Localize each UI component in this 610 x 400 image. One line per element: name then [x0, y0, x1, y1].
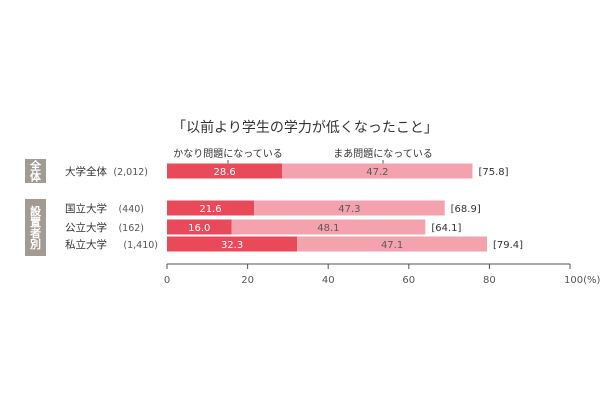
row-sample-size: (440)	[118, 204, 144, 215]
chart-title: 「以前より学生の学力が低くなったこと」	[172, 119, 438, 136]
bar-segment-2	[297, 236, 487, 252]
bar-segment-1	[167, 200, 255, 216]
row-sample-size: (1,410)	[123, 240, 158, 251]
bar-value-label: 47.1	[381, 240, 403, 251]
bar-total-label: [64.1]	[431, 223, 461, 234]
bar-total-label: [68.9]	[451, 204, 481, 215]
bar-value-label: 16.0	[188, 223, 210, 234]
x-tick-label: 40	[322, 275, 335, 286]
rows: 大学全体 (2,012) 国立大学 (440) 公立大学 (162) 私立大学 (1,410)	[65, 165, 158, 251]
bar-value-label: 48.1	[317, 223, 339, 234]
bar-total-label: [79.4]	[493, 240, 523, 251]
group-box-1	[25, 159, 46, 183]
group-label-char: 体	[30, 170, 42, 184]
bar-total-label: [75.8]	[478, 167, 508, 178]
row-sample-size: (2,012)	[113, 167, 148, 178]
bar-value-label: 28.6	[213, 167, 235, 178]
x-axis: 0 20 40 60 80 100(%)	[164, 263, 600, 286]
group-label-char: 別	[29, 237, 41, 251]
bar-segment-2	[282, 163, 473, 179]
bar-segment-2	[231, 219, 426, 235]
group-label-char: 設	[30, 204, 42, 218]
group-label-char: 者	[29, 226, 41, 240]
legend: かなり問題になっている まあ問題になっている	[173, 148, 433, 165]
group-box-2	[25, 199, 46, 256]
bar-segment-2	[254, 200, 445, 216]
x-tick-label: 20	[241, 275, 254, 286]
bar-segment-1	[167, 163, 283, 179]
x-tick-label: 60	[402, 275, 415, 286]
row-sample-size: (162)	[118, 223, 144, 234]
x-tick-label: 0	[164, 275, 170, 286]
row-label: 私立大学	[65, 238, 107, 251]
row-label: 大学全体	[65, 165, 107, 178]
row-label: 国立大学	[65, 202, 107, 215]
legend-label-1: かなり問題になっている	[173, 148, 283, 160]
x-tick-label: 80	[483, 275, 496, 286]
bar-value-label: 47.2	[366, 167, 388, 178]
bar-segment-1	[167, 236, 298, 252]
x-tick-label: 100(%)	[564, 275, 600, 286]
bar-value-label: 21.6	[199, 204, 221, 215]
bars: 28.6 47.2 [75.8] 21.6 47.3 [68.9] 16.0 48.1 [64.…	[167, 163, 523, 252]
legend-label-2: まあ問題になっている	[333, 148, 433, 160]
group-label-char: 全	[29, 159, 42, 173]
bar-value-label: 47.3	[338, 204, 360, 215]
bar-value-label: 32.3	[221, 240, 243, 251]
group-label-char: 置	[30, 216, 41, 229]
row-label: 公立大学	[65, 221, 107, 234]
bar-segment-1	[167, 219, 232, 235]
